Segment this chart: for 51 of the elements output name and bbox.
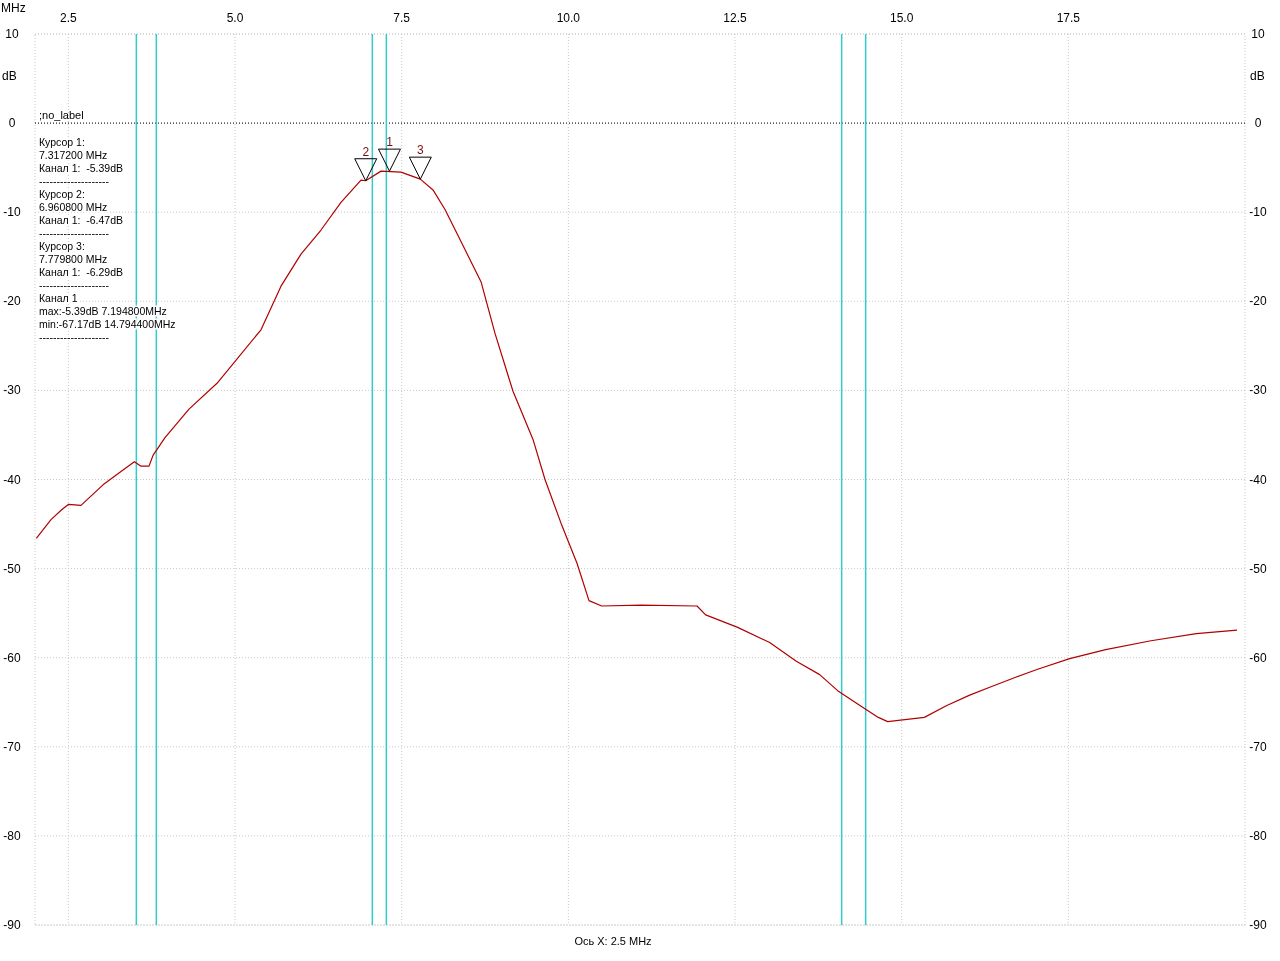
annotation: 3 [416,143,424,158]
y-tick-label: -60 [3,650,21,665]
y2-tick-label: -70 [1249,739,1267,754]
y2-tick-label: -80 [1249,828,1267,843]
x-tick-label: 10.0 [556,11,581,25]
x-tick-label: 5.0 [226,11,244,25]
y-tick-label: 10 [5,27,19,41]
annotation: Канал 1: -5.39dB [39,162,124,174]
y-tick-label: -30 [3,383,21,398]
y-tick-label: -40 [3,472,21,487]
y-tick-label: -50 [3,561,21,576]
ref-line-label: ;no_label [39,109,84,122]
y2-tick-label: -60 [1249,650,1267,665]
annotation: Курсор 1: [39,136,85,148]
annotation: Курсор 3: [39,240,85,252]
y2-tick-label: 10 [1251,27,1265,41]
annotation: -------------------- [39,331,110,343]
y-tick-label: -70 [3,739,21,754]
y2-tick-label: -30 [1249,383,1267,398]
x-tick-label: 7.5 [393,11,411,25]
x-tick-label: 12.5 [723,11,747,25]
annotation: 2 [362,144,370,159]
x-axis-title: MHz [1,1,26,15]
annotation: Канал 1: -6.29dB [39,266,124,278]
annotation: Канал 1 [39,292,78,304]
annotation: Курсор 2: [39,188,85,200]
y-axis-title: dB [2,69,17,83]
text: Ось X: 2.5 MHz [574,935,652,947]
y2-tick-label: -50 [1249,561,1267,576]
y-tick-label: -10 [3,205,21,220]
y-tick-label: -80 [3,828,21,843]
y-tick-label: -90 [3,918,21,932]
y2-tick-label: -40 [1249,472,1267,487]
annotation: 1 [386,135,394,150]
y2-tick-label: -10 [1249,205,1267,220]
annotation: Канал 1: -6.47dB [39,214,124,226]
x-tick-label: 15.0 [889,11,914,25]
y2-axis-title: dB [1250,69,1265,83]
annotation: -------------------- [39,175,110,187]
y2-tick-label: -90 [1249,918,1267,932]
y2-tick-label: -20 [1249,294,1267,309]
annotation: 7.317200 MHz [39,149,108,161]
annotation: 6.960800 MHz [39,201,108,213]
annotation: -------------------- [39,279,110,291]
annotation: 7.779800 MHz [39,253,108,265]
y-tick-label: -20 [3,294,21,309]
y-tick-label: 0 [8,116,16,131]
x-tick-label: 2.5 [59,11,77,25]
annotation: -------------------- [39,227,110,239]
y2-tick-label: 0 [1254,116,1262,131]
x-tick-label: 17.5 [1056,11,1081,25]
